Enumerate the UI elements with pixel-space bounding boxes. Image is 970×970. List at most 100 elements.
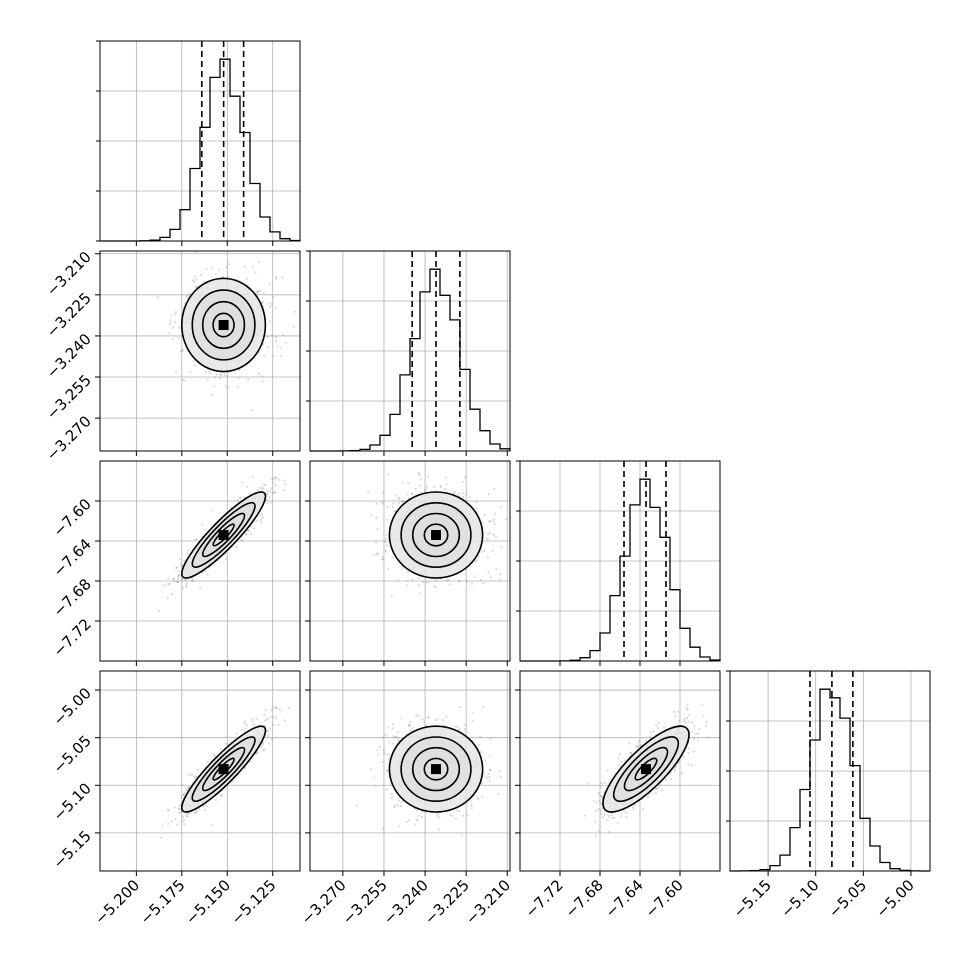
sample-point	[180, 578, 183, 581]
sample-point	[421, 718, 424, 721]
sample-point	[370, 514, 373, 517]
sample-point	[249, 532, 252, 536]
sample-point	[177, 807, 180, 810]
sample-point	[260, 745, 263, 749]
sample-point	[498, 578, 501, 581]
sample-point	[391, 556, 394, 559]
xtick-label-1-3: −3.225	[421, 876, 473, 928]
sample-point	[210, 509, 213, 512]
sample-point	[274, 476, 278, 479]
sample-point	[226, 386, 229, 389]
sample-point	[191, 579, 194, 582]
sample-point	[374, 785, 377, 788]
xtick-label-0-3: −5.125	[228, 876, 280, 928]
sample-point	[464, 476, 467, 479]
sample-point	[674, 715, 677, 718]
sample-point	[468, 495, 471, 499]
sample-point	[187, 812, 191, 815]
sample-point	[446, 578, 449, 581]
sample-point	[606, 769, 609, 772]
sample-point	[367, 491, 370, 494]
sample-point	[281, 276, 284, 279]
sample-point	[172, 577, 176, 580]
sample-point	[235, 732, 238, 735]
sample-point	[185, 582, 189, 585]
sample-point	[210, 823, 213, 827]
sample-point	[600, 812, 603, 816]
sample-point	[436, 814, 439, 818]
contour-3	[180, 277, 267, 373]
sample-point	[458, 580, 461, 583]
sample-point	[170, 314, 173, 317]
xtick-label-0-1: −5.175	[137, 876, 189, 928]
sample-point	[176, 823, 179, 826]
sample-point	[381, 558, 384, 561]
sample-point	[205, 805, 208, 808]
sample-point	[687, 763, 690, 766]
sample-point	[382, 736, 385, 739]
sample-point	[489, 769, 492, 772]
sample-point	[487, 538, 490, 541]
sample-point	[397, 497, 400, 500]
sample-point	[471, 719, 474, 723]
sample-point	[243, 265, 246, 268]
sample-point	[386, 473, 389, 476]
contour-2	[191, 501, 256, 569]
sample-point	[369, 768, 372, 771]
density-peak	[431, 764, 441, 775]
sample-point	[265, 502, 268, 505]
sample-point	[270, 334, 274, 337]
sample-point	[706, 736, 709, 739]
sample-point	[195, 278, 198, 281]
sample-point	[410, 492, 413, 495]
xtick-label-0-2: −5.150	[182, 876, 234, 928]
sample-point	[177, 336, 180, 340]
sample-point	[620, 760, 623, 764]
sample-point	[258, 486, 261, 490]
sample-point	[159, 836, 162, 839]
sample-point	[381, 558, 384, 561]
sample-point	[191, 577, 194, 580]
sample-point	[384, 537, 387, 540]
sample-point	[693, 737, 696, 740]
sample-point	[397, 579, 400, 582]
sample-point	[274, 336, 278, 339]
sample-point	[259, 290, 262, 293]
sample-point	[483, 775, 486, 778]
sample-point	[407, 818, 410, 822]
sample-point	[385, 518, 389, 522]
sample-point	[179, 563, 182, 567]
panel-2-2	[516, 460, 721, 666]
sample-point	[386, 544, 389, 547]
sample-point	[599, 810, 602, 813]
sample-point	[219, 373, 223, 376]
sample-point	[261, 513, 264, 516]
sample-point	[445, 715, 448, 719]
panel-2-1	[305, 460, 511, 666]
sample-point	[375, 502, 378, 505]
sample-point	[411, 578, 414, 581]
sample-point	[168, 332, 171, 335]
sample-point	[226, 375, 229, 378]
sample-point	[201, 523, 204, 526]
sample-point	[411, 726, 414, 729]
sample-point	[384, 540, 387, 544]
sample-point	[223, 373, 226, 376]
sample-point	[224, 385, 227, 388]
sample-point	[194, 275, 197, 278]
sample-point	[237, 377, 240, 380]
contour-0	[212, 312, 235, 338]
sample-point	[185, 584, 188, 587]
sample-point	[407, 482, 410, 485]
sample-point	[409, 720, 412, 723]
sample-point	[263, 719, 267, 722]
sample-point	[427, 716, 430, 720]
sample-point	[390, 595, 393, 598]
contour-1	[201, 300, 246, 350]
sample-point	[489, 738, 492, 741]
sample-point	[288, 706, 291, 710]
sample-point	[255, 718, 258, 721]
sample-point	[499, 506, 502, 509]
sample-point	[593, 820, 596, 823]
sample-point	[386, 505, 389, 508]
